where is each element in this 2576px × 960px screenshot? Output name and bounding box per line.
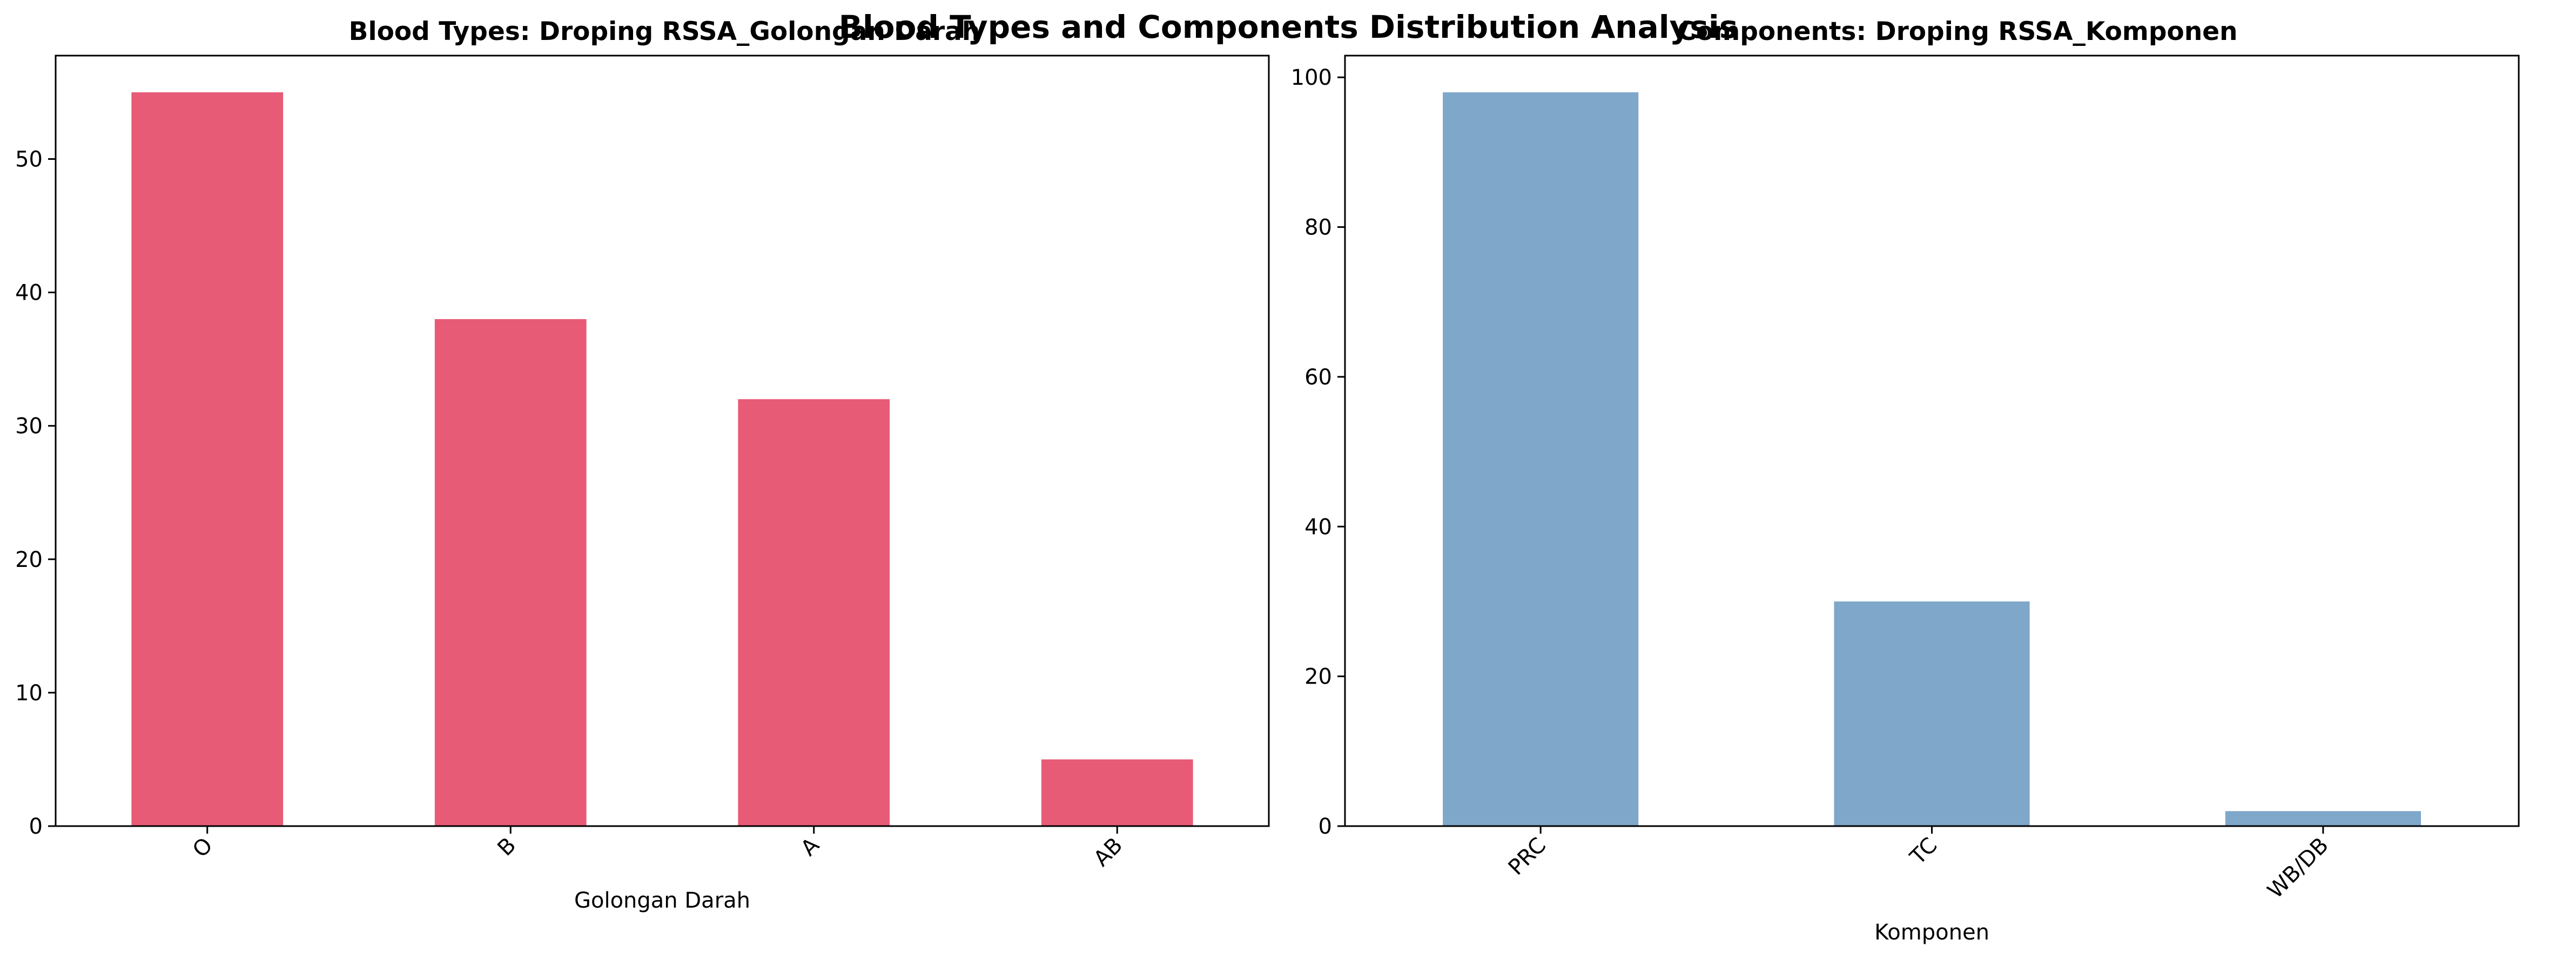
components-y-tick-label: 100 [1291,65,1332,90]
components-y-ticks: 0 20 40 60 80 100 [1291,65,1345,839]
blood-types-axes-frame [55,55,1270,827]
blood-types-y-tick-label: 30 [15,414,43,439]
blood-types-bars [131,92,1193,826]
components-bars [1443,92,2421,826]
components-bar-tc [1834,601,2030,826]
blood-types-bar-a [738,399,890,826]
blood-types-panel: Blood Types: Droping RSSA_Golongan Darah… [15,17,1270,913]
blood-types-y-tick-label: 10 [15,681,43,706]
blood-types-bar-ab [1041,759,1193,826]
components-bar-prc [1443,92,1639,826]
blood-types-y-tick-label: 40 [15,281,43,306]
blood-types-y-tick-label: 20 [15,547,43,572]
components-y-tick-label: 60 [1304,365,1332,390]
blood-types-y-tick-label: 0 [29,814,43,839]
blood-types-y-tick-label: 50 [15,147,43,172]
blood-types-y-ticks: 0 10 20 30 40 50 [15,147,56,839]
components-axes-frame [1344,55,2520,827]
components-y-tick-label: 80 [1304,215,1332,240]
components-y-tick-label: 20 [1304,665,1332,689]
components-bar-wb-db [2225,811,2421,826]
components-panel: Components: Droping RSSA_Komponen 0 20 40 6… [1291,17,2520,945]
blood-types-bar-o [131,92,284,826]
blood-types-chart-title: Blood Types: Droping RSSA_Golongan Darah [349,17,980,46]
components-chart-title: Components: Droping RSSA_Komponen [1677,17,2237,46]
components-x-axis-label: Komponen [1874,920,1989,945]
components-y-tick-label: 40 [1304,515,1332,539]
figure-suptitle: Blood Types and Components Distribution … [839,9,1738,45]
blood-types-x-axis-label: Golongan Darah [574,888,750,913]
components-y-tick-label: 0 [1319,814,1332,839]
blood-types-bar-b [434,319,587,826]
